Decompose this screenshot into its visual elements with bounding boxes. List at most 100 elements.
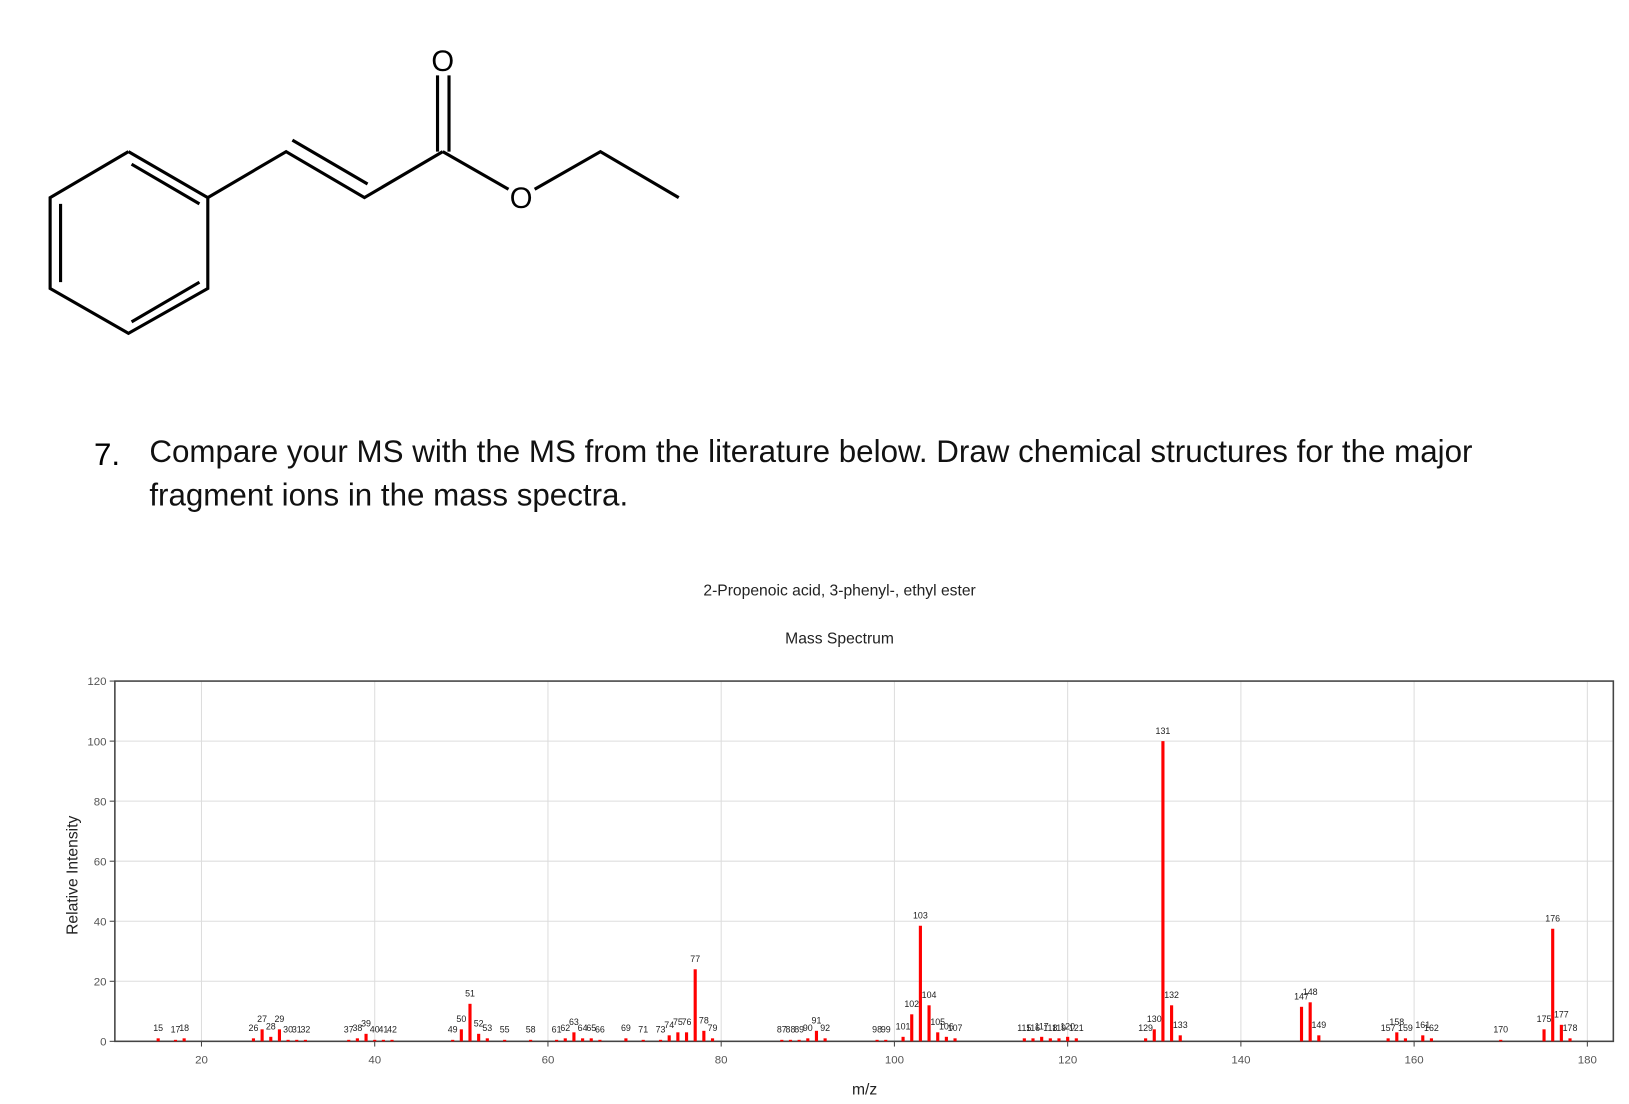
peak [910, 1014, 914, 1042]
y-axis-label: Relative Intensity [64, 816, 81, 935]
y-tick-label: 100 [87, 736, 106, 748]
peak [693, 969, 697, 1042]
peak [875, 1039, 879, 1042]
peak [390, 1039, 394, 1042]
peak [295, 1039, 299, 1042]
peak-label: 87 [777, 1025, 787, 1035]
peak [355, 1038, 359, 1042]
peak-label: 107 [948, 1023, 963, 1033]
peak [667, 1035, 671, 1042]
peak-label: 28 [266, 1022, 276, 1032]
peak [381, 1039, 385, 1042]
peak-label: 102 [904, 999, 919, 1009]
peak-label: 131 [1156, 726, 1171, 736]
peak-label: 149 [1311, 1020, 1326, 1030]
peak [1559, 1024, 1563, 1042]
peak-label: 38 [352, 1023, 362, 1033]
peak-label: 29 [275, 1014, 285, 1024]
peak [589, 1038, 593, 1042]
peak [364, 1033, 368, 1042]
peak [1152, 1029, 1156, 1042]
peak-label: 42 [387, 1025, 397, 1035]
peak-label: 75 [673, 1017, 683, 1027]
peak [1074, 1038, 1078, 1042]
peak-label: 66 [595, 1025, 605, 1035]
peak [503, 1039, 507, 1042]
peak [598, 1039, 602, 1042]
question-text: Compare your MS with the MS from the lit… [149, 434, 1473, 513]
peak-label: 39 [361, 1019, 371, 1029]
chart-title: 2-Propenoic acid, 3-phenyl-, ethyl ester [703, 582, 975, 599]
peak-label: 105 [930, 1017, 945, 1027]
peak-label: 71 [638, 1025, 648, 1035]
x-tick-label: 160 [1405, 1054, 1424, 1066]
peak [277, 1029, 282, 1042]
peak-label: 51 [465, 988, 475, 998]
peak [797, 1039, 801, 1042]
structure [48, 75, 680, 336]
peak [641, 1039, 645, 1042]
peak-label: 55 [500, 1025, 510, 1035]
peak-label: 118 [1043, 1023, 1057, 1033]
peak-label: 58 [526, 1025, 536, 1035]
peak [1299, 1006, 1304, 1042]
double-bond [291, 138, 369, 186]
peak-label: 92 [820, 1023, 830, 1033]
peak [477, 1033, 481, 1042]
peak [676, 1032, 680, 1042]
peak [1421, 1035, 1425, 1042]
x-tick-label: 100 [885, 1054, 904, 1066]
peak [918, 925, 922, 1042]
peak-label: 41 [378, 1025, 388, 1035]
peak-label: 69 [621, 1023, 631, 1033]
peak [927, 1005, 931, 1042]
peak [936, 1032, 940, 1042]
peak-label: 26 [249, 1023, 259, 1033]
peak [1161, 741, 1165, 1042]
peak [485, 1038, 489, 1042]
y-tick-label: 40 [94, 916, 107, 928]
peak-label: 90 [803, 1023, 813, 1033]
peak [684, 1032, 689, 1042]
peak-label: 177 [1554, 1010, 1569, 1020]
peak-label: 117 [1035, 1022, 1049, 1032]
peak-label: 101 [896, 1022, 911, 1032]
x-tick-label: 60 [542, 1054, 555, 1066]
peak [1403, 1038, 1408, 1042]
peak-label: 30 [283, 1025, 293, 1035]
peak-label: 148 [1303, 987, 1318, 997]
x-tick-label: 40 [368, 1054, 381, 1066]
peak-label: 130 [1147, 1014, 1162, 1024]
peak-label: 32 [300, 1025, 310, 1035]
peak [173, 1039, 178, 1042]
peak-label: 17 [171, 1025, 181, 1035]
peak-label: 99 [881, 1025, 891, 1035]
peak-label: 98 [872, 1025, 882, 1035]
peak-label: 120 [1060, 1022, 1075, 1032]
question-number: 7. [94, 437, 120, 472]
peak-label: 103 [913, 910, 928, 920]
peak [1170, 1005, 1174, 1042]
x-tick-label: 20 [195, 1054, 208, 1066]
peak-label: 119 [1052, 1023, 1066, 1033]
peak-label: 62 [560, 1023, 570, 1033]
peak-label: 77 [690, 954, 700, 964]
y-tick-label: 0 [100, 1037, 106, 1049]
peak [1178, 1035, 1182, 1042]
bond [207, 149, 444, 200]
question-box: Compare your MS with the MS from the lit… [149, 434, 1473, 513]
peak [1551, 928, 1555, 1042]
peak [468, 1003, 472, 1042]
peak-label: 121 [1069, 1023, 1084, 1033]
peak-label: 49 [448, 1025, 458, 1035]
peak-label: 129 [1138, 1023, 1153, 1033]
peak-label: 65 [586, 1023, 596, 1033]
peak [823, 1038, 827, 1042]
peak [1386, 1038, 1390, 1042]
peak-label: 133 [1173, 1020, 1188, 1030]
peak [1308, 1002, 1312, 1042]
peak [347, 1039, 351, 1042]
y-tick-label: 120 [87, 676, 106, 688]
peak-label: 31 [292, 1025, 302, 1035]
